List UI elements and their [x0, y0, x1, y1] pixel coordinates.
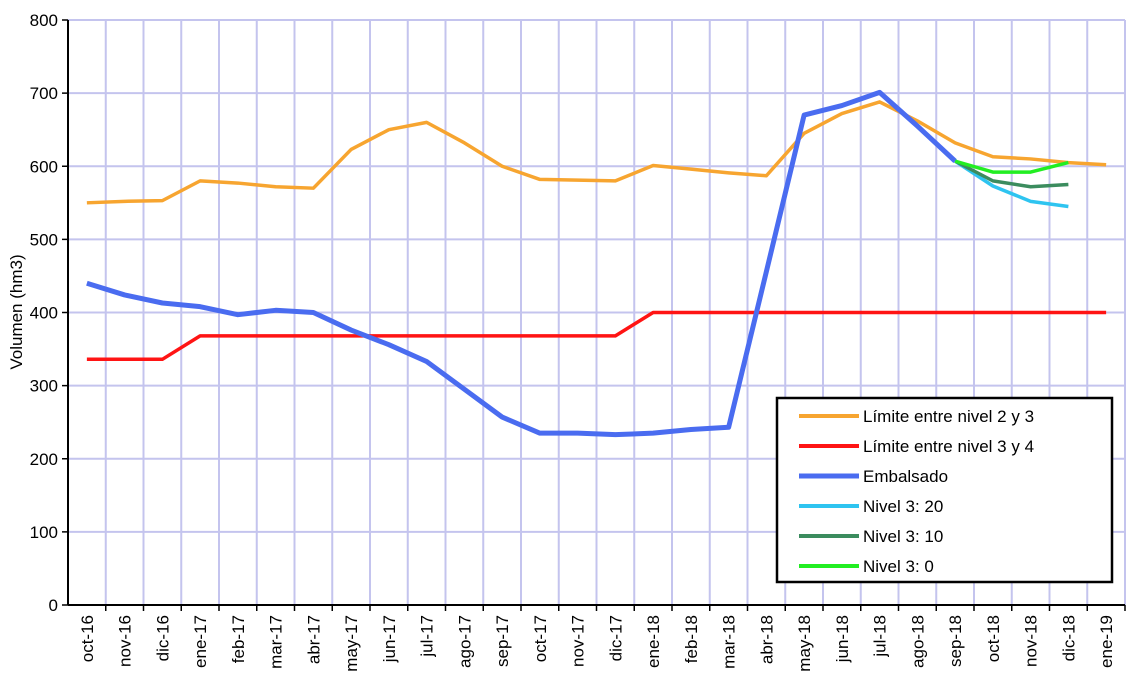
x-tick-label: sep-18 [946, 615, 965, 667]
y-axis-label: Volumen (hm3) [7, 254, 26, 369]
x-tick-label: feb-17 [229, 615, 248, 663]
x-tick-label: jul-17 [418, 615, 437, 658]
x-tick-label: dic-16 [153, 615, 172, 661]
x-tick-label: ago-17 [455, 615, 474, 668]
x-tick-label: oct-17 [531, 615, 550, 662]
x-tick-label: mar-17 [267, 615, 286, 669]
legend-label: Embalsado [863, 467, 948, 486]
x-tick-label: jun-17 [380, 615, 399, 663]
y-tick-label: 300 [30, 377, 58, 396]
x-tick-label: ene-18 [644, 615, 663, 668]
x-tick-label: abr-18 [757, 615, 776, 664]
x-tick-label: may-17 [342, 615, 361, 672]
x-tick-label: dic-18 [1059, 615, 1078, 661]
x-tick-label: sep-17 [493, 615, 512, 667]
series-line [86, 89, 957, 438]
series-line [954, 159, 1069, 209]
y-tick-label: 200 [30, 450, 58, 469]
y-tick-label: 0 [49, 596, 58, 615]
legend: Límite entre nivel 2 y 3 Límite entre niv… [775, 396, 1114, 584]
x-tick-label: oct-18 [984, 615, 1003, 662]
legend-label: Límite entre nivel 2 y 3 [863, 407, 1034, 426]
legend-label: Límite entre nivel 3 y 4 [863, 437, 1034, 456]
legend-label: Nivel 3: 20 [863, 497, 943, 516]
series-line [86, 310, 1107, 362]
legend-label: Nivel 3: 10 [863, 527, 943, 546]
y-tick-label: 700 [30, 84, 58, 103]
y-tick-label: 600 [30, 157, 58, 176]
x-tick-label: mar-18 [720, 615, 739, 669]
x-tick-label: jun-18 [833, 615, 852, 663]
x-tick-label: jul-18 [871, 615, 890, 658]
x-tick-label: oct-16 [78, 615, 97, 662]
legend-label: Nivel 3: 0 [863, 557, 934, 576]
x-tick-label: feb-18 [682, 615, 701, 663]
x-tick-label: nov-17 [569, 615, 588, 667]
series-line [954, 159, 1069, 189]
x-tick-label: abr-17 [304, 615, 323, 664]
x-tick-label: dic-17 [606, 615, 625, 661]
x-tick-label: nov-16 [116, 615, 135, 667]
x-tick-label: may-18 [795, 615, 814, 672]
legend-box [775, 396, 1114, 584]
series-line [86, 100, 1107, 205]
y-tick-label: 100 [30, 523, 58, 542]
x-tick-label: ene-19 [1097, 615, 1116, 668]
y-tick-label: 800 [30, 11, 58, 30]
y-tick-label: 500 [30, 230, 58, 249]
y-tick-label: 400 [30, 304, 58, 323]
x-tick-label: nov-18 [1022, 615, 1041, 667]
x-tick-label: ene-17 [191, 615, 210, 668]
series-line [954, 159, 1069, 174]
x-tick-label: ago-18 [908, 615, 927, 668]
